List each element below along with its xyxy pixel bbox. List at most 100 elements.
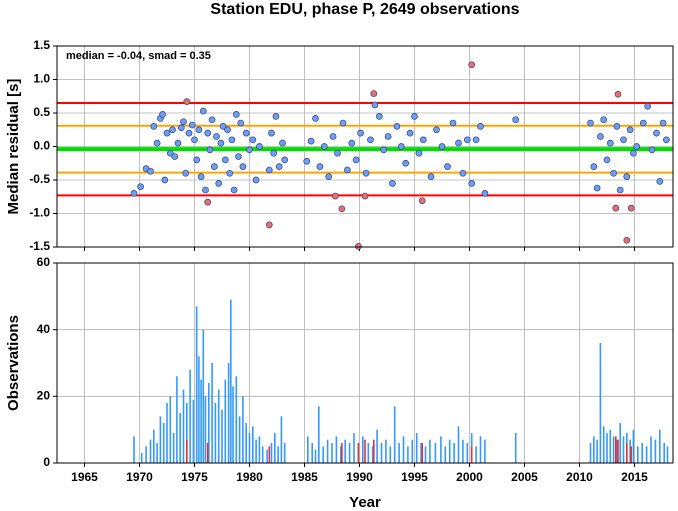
- bar: [248, 433, 251, 463]
- bar: [596, 439, 598, 463]
- bar: [224, 379, 227, 463]
- bar: [626, 443, 628, 463]
- data-point: [375, 112, 383, 120]
- bar: [217, 389, 220, 463]
- bar: [214, 403, 217, 463]
- data-point: [468, 180, 476, 187]
- data-point: [512, 116, 520, 124]
- bar: [654, 439, 657, 463]
- bar: [255, 439, 257, 463]
- bar: [470, 446, 473, 463]
- bar: [149, 439, 152, 463]
- data-point: [228, 136, 236, 144]
- data-point: [230, 186, 238, 194]
- bar: [364, 439, 366, 463]
- data-point: [268, 129, 275, 137]
- bar: [341, 443, 343, 463]
- bar: [182, 389, 185, 463]
- data-point: [597, 133, 604, 140]
- bar: [616, 439, 618, 463]
- data-point: [406, 129, 414, 137]
- bar: [258, 436, 261, 463]
- data-point: [444, 163, 451, 170]
- x-tick-label: 2010: [566, 470, 593, 484]
- bar: [204, 396, 207, 463]
- bar: [402, 436, 405, 463]
- bar: [475, 446, 477, 463]
- data-point: [199, 107, 207, 115]
- bar: [169, 396, 172, 463]
- data-point: [329, 133, 337, 140]
- data-point: [307, 137, 315, 145]
- data-point: [195, 126, 203, 134]
- bar: [407, 446, 409, 463]
- x-tick-label: 2015: [621, 470, 648, 484]
- bar: [159, 416, 162, 463]
- bar: [195, 306, 198, 463]
- data-point: [648, 146, 656, 154]
- x-tick-label: 2000: [456, 470, 483, 484]
- data-point: [235, 153, 242, 160]
- data-point: [303, 157, 311, 165]
- data-point: [237, 119, 245, 127]
- data-point: [191, 136, 198, 144]
- data-point: [221, 156, 229, 164]
- bar: [373, 439, 375, 463]
- data-point: [355, 242, 362, 250]
- data-point: [159, 110, 166, 118]
- data-point: [153, 139, 161, 147]
- data-point: [587, 119, 594, 127]
- bar: [277, 446, 279, 463]
- bar: [434, 443, 437, 463]
- data-point: [193, 156, 201, 164]
- bar: [420, 443, 422, 463]
- data-point: [455, 139, 462, 147]
- data-point: [402, 159, 410, 167]
- bar: [637, 446, 639, 463]
- x-tick-label: 1980: [236, 470, 263, 484]
- bar: [235, 376, 238, 463]
- bar: [348, 443, 351, 463]
- data-point: [232, 110, 240, 118]
- data-point: [612, 204, 620, 212]
- data-point: [357, 129, 364, 137]
- data-point: [279, 139, 286, 147]
- bar: [208, 383, 210, 463]
- data-point: [623, 173, 631, 180]
- data-point: [477, 123, 484, 130]
- data-point: [639, 119, 647, 127]
- x-tick-label: 1995: [401, 470, 428, 484]
- bar: [589, 443, 592, 463]
- data-point: [325, 173, 333, 180]
- data-point: [206, 146, 214, 154]
- bar: [617, 439, 619, 463]
- bar: [331, 443, 333, 463]
- data-point: [215, 180, 223, 187]
- data-point: [204, 198, 212, 206]
- data-point: [275, 163, 283, 170]
- data-point: [219, 123, 227, 130]
- y-tick-label: 1.0: [33, 72, 50, 86]
- bar: [666, 446, 669, 463]
- data-point: [281, 156, 289, 164]
- data-point: [653, 129, 660, 137]
- bar: [186, 403, 188, 463]
- bar: [166, 403, 168, 463]
- bar: [156, 443, 158, 463]
- bar: [186, 439, 188, 463]
- bar: [615, 436, 617, 463]
- bar: [630, 446, 632, 463]
- data-point: [361, 192, 369, 200]
- data-point: [367, 136, 374, 144]
- data-point: [438, 143, 446, 150]
- bar: [274, 433, 276, 463]
- bar: [198, 356, 200, 463]
- bar: [153, 429, 155, 463]
- bar: [242, 396, 244, 463]
- data-point: [265, 221, 273, 229]
- data-point: [633, 143, 641, 150]
- bar: [622, 436, 625, 463]
- data-point: [137, 183, 144, 191]
- data-point: [161, 176, 169, 184]
- bar: [606, 433, 608, 463]
